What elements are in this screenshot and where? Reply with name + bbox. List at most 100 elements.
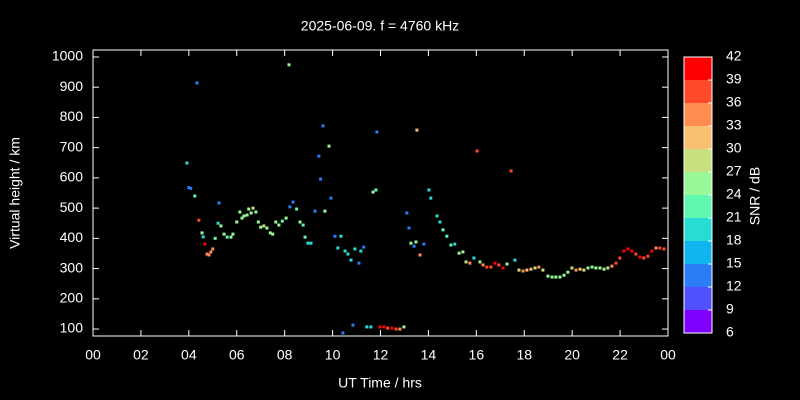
data-point bbox=[513, 258, 517, 262]
chart-title: 2025-06-09. f = 4760 kHz bbox=[301, 18, 459, 34]
data-point bbox=[646, 254, 650, 258]
data-point bbox=[187, 186, 191, 190]
data-point bbox=[195, 81, 199, 85]
data-point bbox=[598, 266, 602, 270]
data-point bbox=[509, 169, 513, 173]
data-point bbox=[251, 206, 255, 210]
data-point bbox=[321, 124, 325, 128]
data-point bbox=[554, 275, 558, 279]
data-point bbox=[606, 266, 610, 270]
data-point bbox=[200, 231, 204, 235]
data-point bbox=[216, 221, 220, 225]
data-point bbox=[438, 220, 442, 224]
x-axis-label: UT Time / hrs bbox=[338, 375, 422, 391]
data-point bbox=[634, 252, 638, 256]
x-tick-label: 22 bbox=[612, 347, 628, 363]
data-point bbox=[254, 210, 258, 214]
data-point bbox=[374, 188, 378, 192]
data-point bbox=[225, 235, 229, 239]
data-point bbox=[427, 188, 431, 192]
data-point bbox=[207, 253, 211, 257]
data-point bbox=[435, 214, 439, 218]
x-tick-label: 00 bbox=[85, 347, 101, 363]
y-tick-label: 100 bbox=[60, 320, 84, 336]
colorbar-tick-label: 36 bbox=[726, 94, 742, 110]
data-point bbox=[453, 242, 457, 246]
data-point bbox=[317, 154, 321, 158]
data-point bbox=[407, 226, 411, 230]
data-point bbox=[211, 247, 215, 251]
data-point bbox=[301, 223, 305, 227]
colorbar-band bbox=[684, 149, 712, 172]
data-point bbox=[249, 211, 253, 215]
colorbar-band bbox=[684, 264, 712, 287]
data-point bbox=[412, 244, 416, 248]
y-tick-label: 700 bbox=[60, 138, 84, 154]
data-point bbox=[394, 327, 398, 331]
colorbar-tick-label: 24 bbox=[726, 186, 742, 202]
colorbar-tick-label: 30 bbox=[726, 140, 742, 156]
data-point bbox=[365, 325, 369, 329]
data-point bbox=[429, 196, 433, 200]
y-tick-label: 800 bbox=[60, 108, 84, 124]
data-point bbox=[343, 249, 347, 253]
colorbar-band bbox=[684, 310, 712, 333]
data-point bbox=[485, 265, 489, 269]
colorbar-tick-label: 15 bbox=[726, 255, 742, 271]
data-point bbox=[189, 186, 193, 190]
data-point bbox=[654, 246, 658, 250]
data-point bbox=[461, 250, 465, 254]
data-point bbox=[618, 256, 622, 260]
data-point bbox=[256, 220, 260, 224]
data-point bbox=[505, 262, 509, 266]
y-tick-label: 1000 bbox=[52, 48, 83, 64]
y-tick-label: 900 bbox=[60, 78, 84, 94]
data-point bbox=[525, 268, 529, 272]
data-point bbox=[339, 234, 343, 238]
data-point bbox=[622, 249, 626, 253]
data-point bbox=[630, 249, 634, 253]
data-point bbox=[341, 331, 345, 335]
colorbar-tick-label: 21 bbox=[726, 209, 742, 225]
data-point bbox=[493, 261, 497, 265]
data-point bbox=[284, 216, 288, 220]
data-point bbox=[638, 255, 642, 259]
data-point bbox=[570, 266, 574, 270]
data-point bbox=[277, 223, 281, 227]
x-tick-label: 14 bbox=[421, 347, 437, 363]
data-point bbox=[298, 220, 302, 224]
y-tick-label: 600 bbox=[60, 169, 84, 185]
x-tick-label: 00 bbox=[660, 347, 676, 363]
data-point bbox=[582, 268, 586, 272]
data-point bbox=[329, 196, 333, 200]
data-point bbox=[390, 326, 394, 330]
data-point bbox=[349, 258, 353, 262]
data-point bbox=[323, 209, 327, 213]
data-point bbox=[271, 232, 275, 236]
data-point bbox=[475, 149, 479, 153]
colorbar-label: SNR / dB bbox=[747, 167, 763, 225]
data-point bbox=[497, 263, 501, 267]
x-tick-label: 10 bbox=[325, 347, 341, 363]
data-point bbox=[626, 247, 630, 251]
data-point bbox=[351, 323, 355, 327]
data-point bbox=[280, 219, 284, 223]
data-point bbox=[359, 249, 363, 253]
data-point bbox=[517, 268, 521, 272]
data-point bbox=[357, 261, 361, 265]
data-point bbox=[287, 63, 291, 67]
data-point bbox=[235, 220, 239, 224]
data-point bbox=[602, 267, 606, 271]
data-point bbox=[327, 144, 331, 148]
x-tick-label: 02 bbox=[133, 347, 149, 363]
data-point bbox=[586, 266, 590, 270]
colorbar-tick-label: 42 bbox=[726, 48, 742, 64]
data-point bbox=[650, 249, 654, 253]
colorbar-band bbox=[684, 126, 712, 149]
x-tick-label: 20 bbox=[564, 347, 580, 363]
data-point bbox=[309, 241, 313, 245]
data-point bbox=[415, 128, 419, 132]
data-point bbox=[441, 228, 445, 232]
colorbar-tick-label: 9 bbox=[726, 301, 734, 317]
data-point bbox=[333, 234, 337, 238]
